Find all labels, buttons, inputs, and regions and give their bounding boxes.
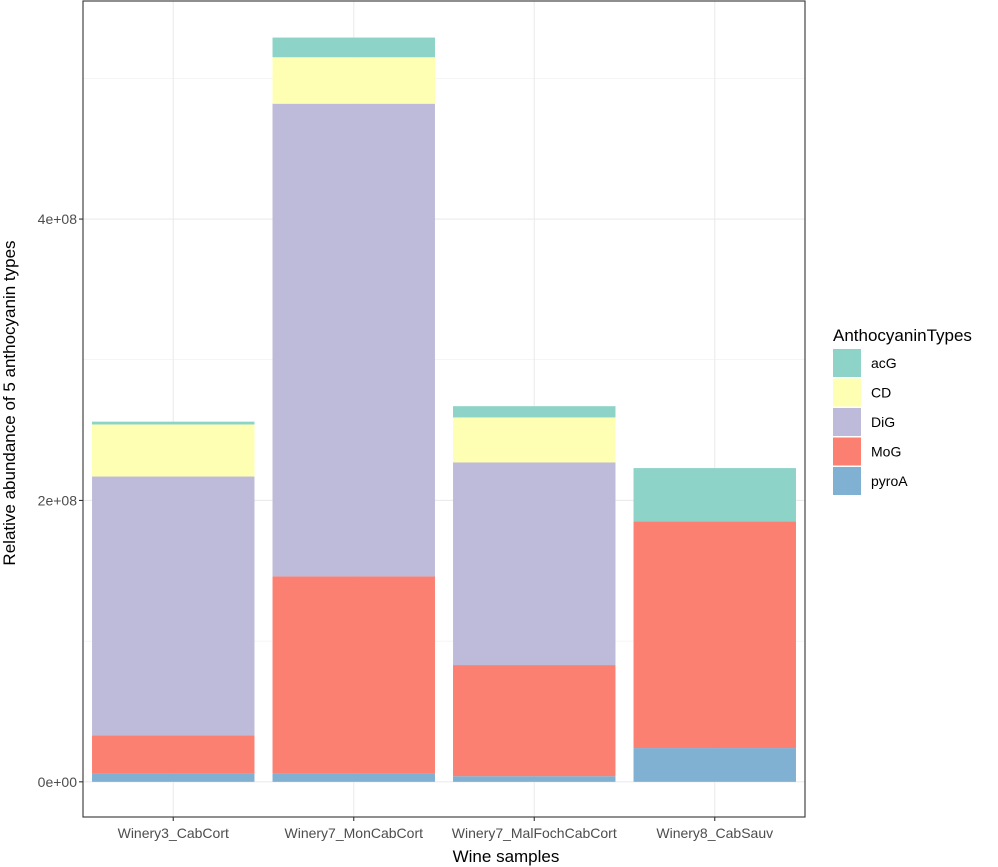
bar-DiG-Winery3_CabCort xyxy=(92,476,255,736)
axes: 0e+00 2e+08 4e+08 Winery3_CabCort Winery7_Mo… xyxy=(38,211,773,841)
legend-label-pyroA: pyroA xyxy=(871,473,908,489)
legend-key-CD xyxy=(833,378,861,407)
x-tick-label: Winery8_CabSauv xyxy=(656,825,773,841)
bar-pyroA-Winery7_MalFochCabCort xyxy=(453,776,616,782)
x-tick-label: Winery3_CabCort xyxy=(118,825,229,841)
legend: AnthocyaninTypes acG CD DiG MoG pyroA xyxy=(833,326,972,495)
legend-title: AnthocyaninTypes xyxy=(833,326,972,345)
legend-key-MoG xyxy=(833,437,861,466)
bar-MoG-Winery7_MonCabCort xyxy=(272,576,435,774)
bar-acG-Winery3_CabCort xyxy=(92,421,255,425)
bar-acG-Winery8_CabSauv xyxy=(633,468,796,522)
bar-MoG-Winery7_MalFochCabCort xyxy=(453,665,616,777)
bar-CD-Winery3_CabCort xyxy=(92,424,255,477)
bar-DiG-Winery7_MalFochCabCort xyxy=(453,462,616,666)
x-axis-title: Wine samples xyxy=(453,847,560,866)
bar-acG-Winery7_MalFochCabCort xyxy=(453,406,616,418)
panel-border xyxy=(82,0,806,818)
bar-pyroA-Winery3_CabCort xyxy=(92,773,255,782)
bar-pyroA-Winery7_MonCabCort xyxy=(272,773,435,782)
bar-acG-Winery7_MonCabCort xyxy=(272,37,435,58)
legend-key-DiG xyxy=(833,408,861,436)
bars xyxy=(92,37,796,782)
legend-label-MoG: MoG xyxy=(871,444,901,460)
legend-label-DiG: DiG xyxy=(871,414,895,430)
legend-key-acG xyxy=(833,349,861,377)
legend-label-acG: acG xyxy=(871,355,897,371)
bar-MoG-Winery8_CabSauv xyxy=(633,521,796,749)
bar-CD-Winery7_MalFochCabCort xyxy=(453,417,616,463)
bar-CD-Winery7_MonCabCort xyxy=(272,57,435,104)
bar-pyroA-Winery8_CabSauv xyxy=(633,748,796,782)
bar-DiG-Winery7_MonCabCort xyxy=(272,103,435,577)
bar-MoG-Winery3_CabCort xyxy=(92,735,255,774)
y-tick-label: 0e+00 xyxy=(38,774,78,790)
x-tick-label: Winery7_MalFochCabCort xyxy=(452,825,617,841)
legend-label-CD: CD xyxy=(871,385,891,401)
y-tick-label: 4e+08 xyxy=(38,211,78,227)
y-tick-label: 2e+08 xyxy=(38,492,78,508)
legend-key-pyroA xyxy=(833,467,861,495)
y-axis-title: Relative abundance of 5 anthocyanin type… xyxy=(0,240,19,565)
x-tick-label: Winery7_MonCabCort xyxy=(285,825,424,841)
